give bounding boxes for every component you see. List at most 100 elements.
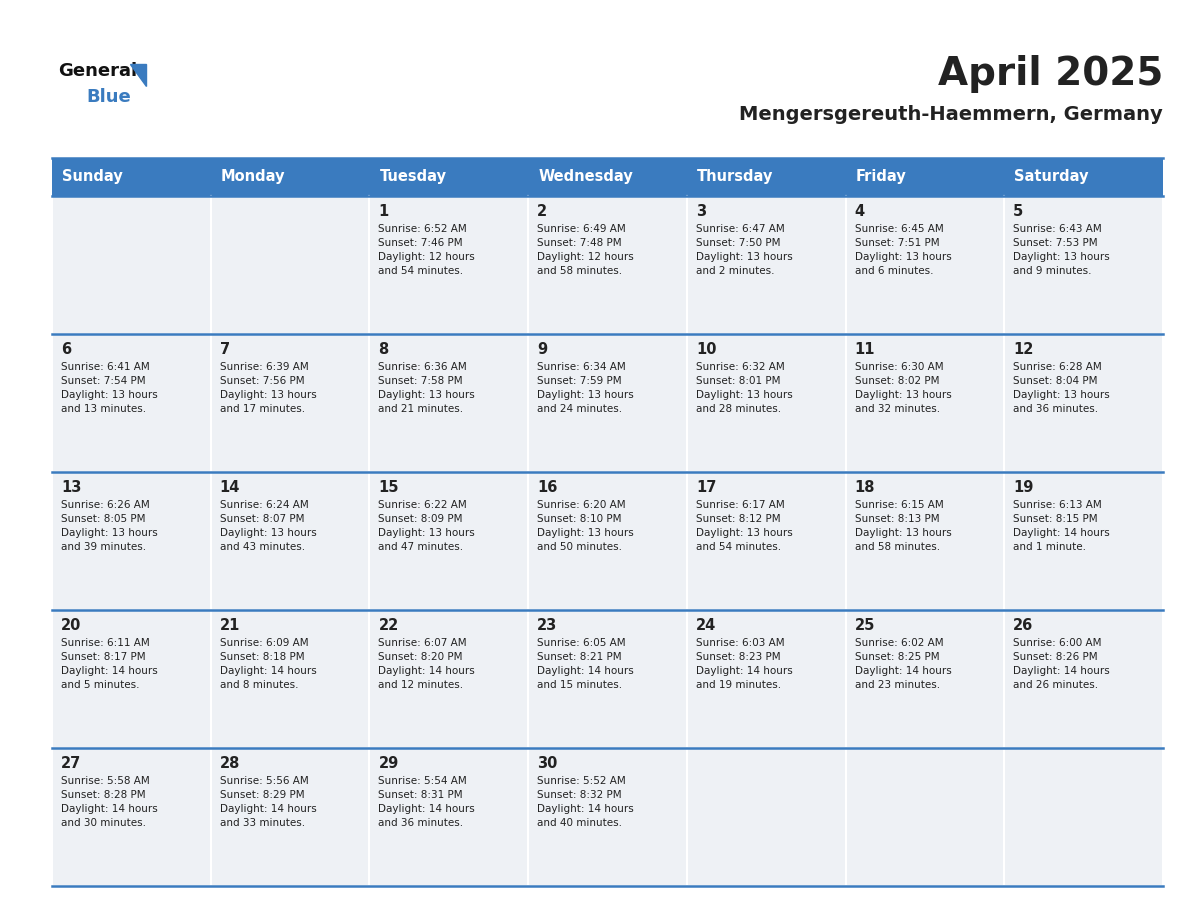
Bar [687, 748, 846, 886]
Text: 26: 26 [1013, 618, 1034, 633]
Text: Sunrise: 6:02 AM
Sunset: 8:25 PM
Daylight: 14 hours
and 23 minutes.: Sunrise: 6:02 AM Sunset: 8:25 PM Dayligh… [854, 638, 952, 690]
Text: 27: 27 [61, 756, 81, 771]
Bar [1004, 472, 1163, 610]
Text: Sunrise: 5:54 AM
Sunset: 8:31 PM
Daylight: 14 hours
and 36 minutes.: Sunrise: 5:54 AM Sunset: 8:31 PM Dayligh… [379, 776, 475, 828]
Bar [210, 334, 369, 472]
Text: 5: 5 [1013, 204, 1024, 219]
Text: Sunrise: 5:58 AM
Sunset: 8:28 PM
Daylight: 14 hours
and 30 minutes.: Sunrise: 5:58 AM Sunset: 8:28 PM Dayligh… [61, 776, 158, 828]
Text: Sunrise: 5:52 AM
Sunset: 8:32 PM
Daylight: 14 hours
and 40 minutes.: Sunrise: 5:52 AM Sunset: 8:32 PM Dayligh… [537, 776, 634, 828]
Bar [369, 610, 529, 748]
Text: 21: 21 [220, 618, 240, 633]
Text: 3: 3 [696, 204, 706, 219]
Text: 12: 12 [1013, 342, 1034, 357]
Text: 13: 13 [61, 480, 81, 495]
Text: 7: 7 [220, 342, 229, 357]
Text: Sunday: Sunday [62, 170, 122, 185]
Text: 2: 2 [537, 204, 548, 219]
Text: Sunrise: 6:45 AM
Sunset: 7:51 PM
Daylight: 13 hours
and 6 minutes.: Sunrise: 6:45 AM Sunset: 7:51 PM Dayligh… [854, 224, 952, 276]
Text: Sunrise: 6:17 AM
Sunset: 8:12 PM
Daylight: 13 hours
and 54 minutes.: Sunrise: 6:17 AM Sunset: 8:12 PM Dayligh… [696, 500, 792, 552]
Text: Sunrise: 6:39 AM
Sunset: 7:56 PM
Daylight: 13 hours
and 17 minutes.: Sunrise: 6:39 AM Sunset: 7:56 PM Dayligh… [220, 362, 316, 414]
Bar [210, 610, 369, 748]
Text: Sunrise: 6:47 AM
Sunset: 7:50 PM
Daylight: 13 hours
and 2 minutes.: Sunrise: 6:47 AM Sunset: 7:50 PM Dayligh… [696, 224, 792, 276]
Text: 9: 9 [537, 342, 548, 357]
Bar [210, 748, 369, 886]
Text: Sunrise: 6:11 AM
Sunset: 8:17 PM
Daylight: 14 hours
and 5 minutes.: Sunrise: 6:11 AM Sunset: 8:17 PM Dayligh… [61, 638, 158, 690]
Bar [529, 158, 687, 196]
Bar [846, 196, 1004, 334]
Text: Sunrise: 6:03 AM
Sunset: 8:23 PM
Daylight: 14 hours
and 19 minutes.: Sunrise: 6:03 AM Sunset: 8:23 PM Dayligh… [696, 638, 792, 690]
Bar [52, 472, 210, 610]
Bar [52, 334, 210, 472]
Text: Sunrise: 6:41 AM
Sunset: 7:54 PM
Daylight: 13 hours
and 13 minutes.: Sunrise: 6:41 AM Sunset: 7:54 PM Dayligh… [61, 362, 158, 414]
Bar [369, 748, 529, 886]
Text: 17: 17 [696, 480, 716, 495]
Text: Sunrise: 6:22 AM
Sunset: 8:09 PM
Daylight: 13 hours
and 47 minutes.: Sunrise: 6:22 AM Sunset: 8:09 PM Dayligh… [379, 500, 475, 552]
Text: Sunrise: 6:43 AM
Sunset: 7:53 PM
Daylight: 13 hours
and 9 minutes.: Sunrise: 6:43 AM Sunset: 7:53 PM Dayligh… [1013, 224, 1110, 276]
Text: 10: 10 [696, 342, 716, 357]
Bar [210, 158, 369, 196]
Text: Sunrise: 6:32 AM
Sunset: 8:01 PM
Daylight: 13 hours
and 28 minutes.: Sunrise: 6:32 AM Sunset: 8:01 PM Dayligh… [696, 362, 792, 414]
Text: Sunrise: 5:56 AM
Sunset: 8:29 PM
Daylight: 14 hours
and 33 minutes.: Sunrise: 5:56 AM Sunset: 8:29 PM Dayligh… [220, 776, 316, 828]
Bar [369, 334, 529, 472]
Text: Sunrise: 6:49 AM
Sunset: 7:48 PM
Daylight: 12 hours
and 58 minutes.: Sunrise: 6:49 AM Sunset: 7:48 PM Dayligh… [537, 224, 634, 276]
Text: 25: 25 [854, 618, 874, 633]
Bar [846, 472, 1004, 610]
Text: Sunrise: 6:20 AM
Sunset: 8:10 PM
Daylight: 13 hours
and 50 minutes.: Sunrise: 6:20 AM Sunset: 8:10 PM Dayligh… [537, 500, 634, 552]
Bar [52, 158, 210, 196]
Text: General: General [58, 62, 137, 80]
Bar [687, 472, 846, 610]
Text: 19: 19 [1013, 480, 1034, 495]
Text: Wednesday: Wednesday [538, 170, 633, 185]
Text: Sunrise: 6:05 AM
Sunset: 8:21 PM
Daylight: 14 hours
and 15 minutes.: Sunrise: 6:05 AM Sunset: 8:21 PM Dayligh… [537, 638, 634, 690]
Bar [1004, 196, 1163, 334]
Bar [1004, 610, 1163, 748]
Text: Saturday: Saturday [1015, 170, 1088, 185]
Text: Sunrise: 6:28 AM
Sunset: 8:04 PM
Daylight: 13 hours
and 36 minutes.: Sunrise: 6:28 AM Sunset: 8:04 PM Dayligh… [1013, 362, 1110, 414]
Bar [210, 196, 369, 334]
Text: Sunrise: 6:07 AM
Sunset: 8:20 PM
Daylight: 14 hours
and 12 minutes.: Sunrise: 6:07 AM Sunset: 8:20 PM Dayligh… [379, 638, 475, 690]
Bar [369, 158, 529, 196]
Text: Sunrise: 6:24 AM
Sunset: 8:07 PM
Daylight: 13 hours
and 43 minutes.: Sunrise: 6:24 AM Sunset: 8:07 PM Dayligh… [220, 500, 316, 552]
Bar [210, 472, 369, 610]
Text: 16: 16 [537, 480, 557, 495]
Text: 11: 11 [854, 342, 876, 357]
Text: 22: 22 [379, 618, 399, 633]
Text: Sunrise: 6:52 AM
Sunset: 7:46 PM
Daylight: 12 hours
and 54 minutes.: Sunrise: 6:52 AM Sunset: 7:46 PM Dayligh… [379, 224, 475, 276]
Bar [529, 334, 687, 472]
Bar [846, 158, 1004, 196]
Text: Monday: Monday [221, 170, 285, 185]
Text: 28: 28 [220, 756, 240, 771]
Bar [846, 334, 1004, 472]
Text: 29: 29 [379, 756, 399, 771]
Text: Mengersgereuth-Haemmern, Germany: Mengersgereuth-Haemmern, Germany [739, 105, 1163, 124]
Text: Blue: Blue [86, 88, 131, 106]
Bar [529, 610, 687, 748]
Text: Thursday: Thursday [697, 170, 773, 185]
Bar [529, 196, 687, 334]
Bar [369, 196, 529, 334]
Text: 1: 1 [379, 204, 388, 219]
Bar [529, 472, 687, 610]
Text: 8: 8 [379, 342, 388, 357]
Text: Sunrise: 6:15 AM
Sunset: 8:13 PM
Daylight: 13 hours
and 58 minutes.: Sunrise: 6:15 AM Sunset: 8:13 PM Dayligh… [854, 500, 952, 552]
Text: Sunrise: 6:09 AM
Sunset: 8:18 PM
Daylight: 14 hours
and 8 minutes.: Sunrise: 6:09 AM Sunset: 8:18 PM Dayligh… [220, 638, 316, 690]
Text: Sunrise: 6:36 AM
Sunset: 7:58 PM
Daylight: 13 hours
and 21 minutes.: Sunrise: 6:36 AM Sunset: 7:58 PM Dayligh… [379, 362, 475, 414]
Bar [687, 334, 846, 472]
Text: Sunrise: 6:00 AM
Sunset: 8:26 PM
Daylight: 14 hours
and 26 minutes.: Sunrise: 6:00 AM Sunset: 8:26 PM Dayligh… [1013, 638, 1110, 690]
Text: Friday: Friday [855, 170, 906, 185]
Text: April 2025: April 2025 [937, 55, 1163, 93]
Text: Sunrise: 6:30 AM
Sunset: 8:02 PM
Daylight: 13 hours
and 32 minutes.: Sunrise: 6:30 AM Sunset: 8:02 PM Dayligh… [854, 362, 952, 414]
Bar [1004, 334, 1163, 472]
Text: 23: 23 [537, 618, 557, 633]
Text: Sunrise: 6:26 AM
Sunset: 8:05 PM
Daylight: 13 hours
and 39 minutes.: Sunrise: 6:26 AM Sunset: 8:05 PM Dayligh… [61, 500, 158, 552]
Bar [1004, 748, 1163, 886]
Bar [52, 610, 210, 748]
Bar [846, 610, 1004, 748]
Text: Sunrise: 6:13 AM
Sunset: 8:15 PM
Daylight: 14 hours
and 1 minute.: Sunrise: 6:13 AM Sunset: 8:15 PM Dayligh… [1013, 500, 1110, 552]
Bar [687, 610, 846, 748]
Bar [529, 748, 687, 886]
Bar [687, 158, 846, 196]
Bar [52, 748, 210, 886]
Text: 6: 6 [61, 342, 71, 357]
Text: 4: 4 [854, 204, 865, 219]
